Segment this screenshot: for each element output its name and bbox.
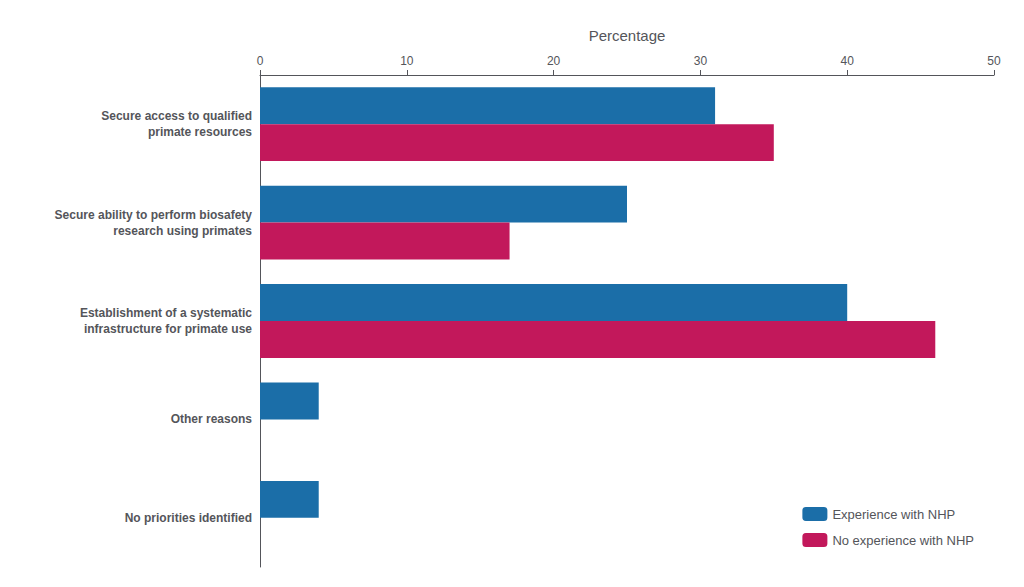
svg-text:40: 40 [841,54,855,68]
svg-text:Secure access to qualified: Secure access to qualified [101,109,252,123]
svg-text:No experience with NHP: No experience with NHP [832,533,974,548]
svg-text:Secure ability to perform bios: Secure ability to perform biosafety [55,208,253,222]
svg-text:No priorities identified: No priorities identified [125,511,252,525]
svg-text:Experience with NHP: Experience with NHP [832,507,955,522]
svg-text:10: 10 [400,54,414,68]
svg-text:30: 30 [694,54,708,68]
svg-text:0: 0 [257,54,264,68]
svg-text:research using primates: research using primates [113,224,252,238]
svg-text:50: 50 [987,54,1001,68]
svg-text:Establishment of a systematic: Establishment of a systematic [80,306,252,320]
svg-text:infrastructure for primate use: infrastructure for primate use [84,322,252,336]
svg-text:Other reasons: Other reasons [171,412,253,426]
svg-text:primate resources: primate resources [148,125,252,139]
svg-text:20: 20 [547,54,561,68]
svg-text:Percentage: Percentage [589,27,666,44]
